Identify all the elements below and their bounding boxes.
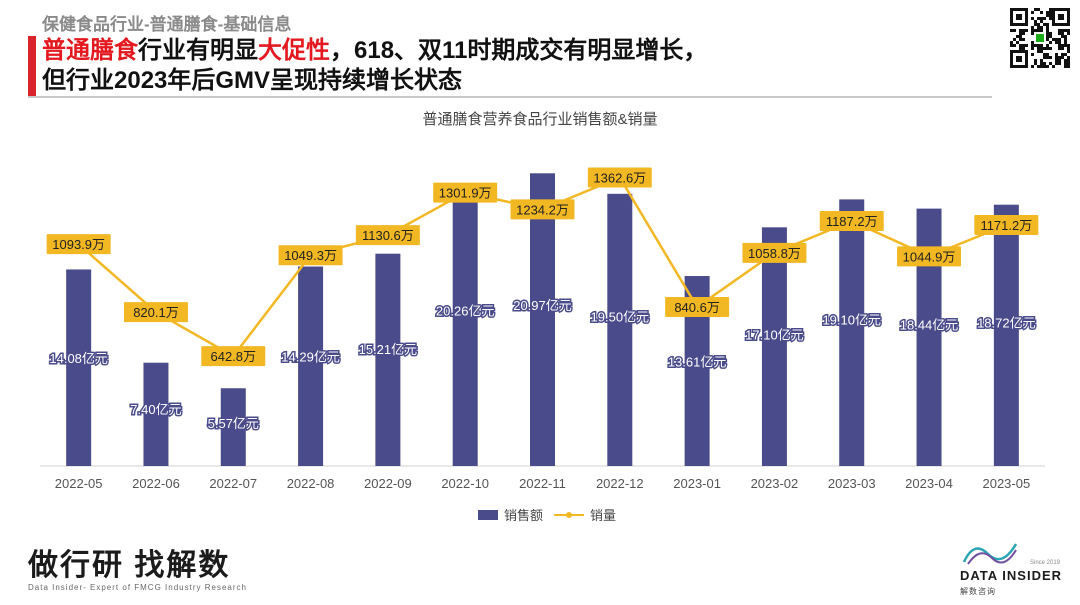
bar-label: 7.40亿元 bbox=[130, 402, 181, 417]
line-label-box bbox=[897, 246, 962, 267]
bar-label: 20.26亿元 bbox=[436, 303, 495, 318]
x-tick-label: 2023-03 bbox=[828, 476, 876, 491]
line-label-box bbox=[974, 214, 1039, 235]
bar-label: 18.72亿元 bbox=[977, 315, 1036, 330]
bar-sales-2023-02 bbox=[761, 227, 787, 466]
bar-sales-2022-08 bbox=[298, 266, 324, 466]
header: 保健食品行业-普通膳食-基础信息 普通膳食行业有明显大促性，618、双11时期成… bbox=[28, 6, 998, 96]
bar-sales-2022-09 bbox=[375, 253, 401, 466]
line-label-box bbox=[46, 234, 111, 255]
x-tick-label: 2022-12 bbox=[596, 476, 644, 491]
line-label-box bbox=[587, 167, 652, 188]
bar-label: 18.44亿元 bbox=[900, 317, 959, 332]
bar-label: 19.50亿元 bbox=[591, 309, 650, 324]
line-label: 1187.2万 bbox=[826, 214, 878, 229]
bar-sales-2022-12 bbox=[607, 193, 633, 466]
header-divider bbox=[28, 96, 992, 98]
x-tick-label: 2022-07 bbox=[209, 476, 257, 491]
line-label: 1171.2万 bbox=[980, 218, 1032, 233]
brand-mark-icon bbox=[962, 543, 1018, 565]
bar-sales-2022-11 bbox=[530, 173, 555, 466]
bar-sales-2022-06 bbox=[143, 362, 169, 466]
line-label-box bbox=[201, 346, 266, 367]
line-label-box bbox=[355, 225, 420, 246]
line-label: 820.1万 bbox=[133, 305, 179, 320]
line-label-box bbox=[742, 242, 807, 263]
bar-label: 15.21亿元 bbox=[359, 342, 418, 357]
brand-since: Since 2019 bbox=[1030, 560, 1061, 566]
bar-label: 13.61亿元 bbox=[668, 355, 727, 370]
bar-sales-2022-07 bbox=[220, 388, 246, 466]
bar-sales-2023-05 bbox=[993, 204, 1019, 466]
bar-label: 17.10亿元 bbox=[745, 328, 804, 343]
line-label: 1044.9万 bbox=[903, 249, 956, 264]
x-tick-label: 2023-02 bbox=[751, 476, 799, 491]
line-label-box bbox=[278, 245, 343, 266]
breadcrumb: 保健食品行业-普通膳食-基础信息 bbox=[42, 15, 292, 34]
brand-logo: Since 2019 DATA INSIDER 解数咨询 bbox=[950, 534, 1070, 598]
bar-label: 14.08亿元 bbox=[49, 351, 108, 366]
line-label-box bbox=[433, 182, 498, 203]
brand-subtitle: 解数咨询 bbox=[960, 587, 996, 596]
x-tick-label: 2022-05 bbox=[55, 476, 103, 491]
x-tick-label: 2023-01 bbox=[673, 476, 721, 491]
bar-label: 5.57亿元 bbox=[208, 416, 259, 431]
x-tick-label: 2023-04 bbox=[905, 476, 953, 491]
brand-name: DATA INSIDER bbox=[960, 568, 1063, 583]
line-label: 1130.6万 bbox=[362, 228, 414, 243]
line-label-box bbox=[819, 211, 884, 232]
line-label: 1362.6万 bbox=[593, 171, 646, 186]
headline-text-2: ，618、双11时期成交有明显增长， bbox=[330, 37, 708, 64]
accent-bar bbox=[28, 36, 36, 96]
line-label-box bbox=[123, 302, 188, 323]
line-label: 1058.8万 bbox=[748, 246, 801, 261]
line-label: 1049.3万 bbox=[284, 248, 337, 263]
headline-text-1: 行业有明显 bbox=[138, 37, 258, 64]
line-label: 840.6万 bbox=[674, 300, 720, 315]
x-tick-label: 2022-11 bbox=[519, 476, 566, 491]
line-label: 1093.9万 bbox=[52, 237, 105, 252]
headline-highlight-1: 普通膳食 bbox=[42, 37, 138, 64]
chart-title: 普通膳食营养食品行业销售额&销量 bbox=[422, 111, 657, 128]
legend-volume-label: 销量 bbox=[590, 508, 616, 523]
legend-sales-label: 销售额 bbox=[504, 508, 543, 523]
page-title: 普通膳食行业有明显大促性，618、双11时期成交有明显增长， 但行业2023年后… bbox=[42, 36, 707, 96]
sales-chart: 普通膳食营养食品行业销售额&销量 14.08亿元 7.40亿元 5.57亿元 14.29… bbox=[40, 111, 1045, 523]
legend-volume-marker bbox=[566, 512, 572, 518]
x-tick-label: 2022-06 bbox=[132, 476, 180, 491]
bar-label: 14.29亿元 bbox=[281, 349, 340, 364]
line-label-box bbox=[665, 297, 730, 318]
headline-highlight-2: 大促性 bbox=[258, 37, 330, 64]
bar-sales-2022-10 bbox=[452, 183, 478, 466]
slogan: 做行研 找解数 bbox=[28, 549, 231, 582]
line-label-box bbox=[510, 199, 575, 220]
line-label: 1234.2万 bbox=[516, 202, 569, 217]
x-tick-label: 2022-10 bbox=[441, 476, 489, 491]
line-label: 642.8万 bbox=[210, 349, 256, 364]
tagline: Data Insider- Expert of FMCG Industry Re… bbox=[28, 583, 247, 592]
bar-sales-2022-05 bbox=[66, 269, 92, 466]
bar-sales-2023-03 bbox=[839, 199, 865, 466]
headline-line-2: 但行业2023年后GMV呈现持续增长状态 bbox=[42, 67, 463, 94]
bar-label: 19.10亿元 bbox=[822, 312, 881, 327]
qr-code-icon bbox=[1008, 6, 1072, 70]
legend-sales-swatch bbox=[478, 510, 498, 520]
bar-label: 20.97亿元 bbox=[513, 298, 572, 313]
line-label: 1301.9万 bbox=[439, 186, 492, 201]
x-tick-label: 2022-09 bbox=[364, 476, 412, 491]
x-tick-label: 2023-05 bbox=[982, 476, 1030, 491]
x-tick-label: 2022-08 bbox=[287, 476, 335, 491]
